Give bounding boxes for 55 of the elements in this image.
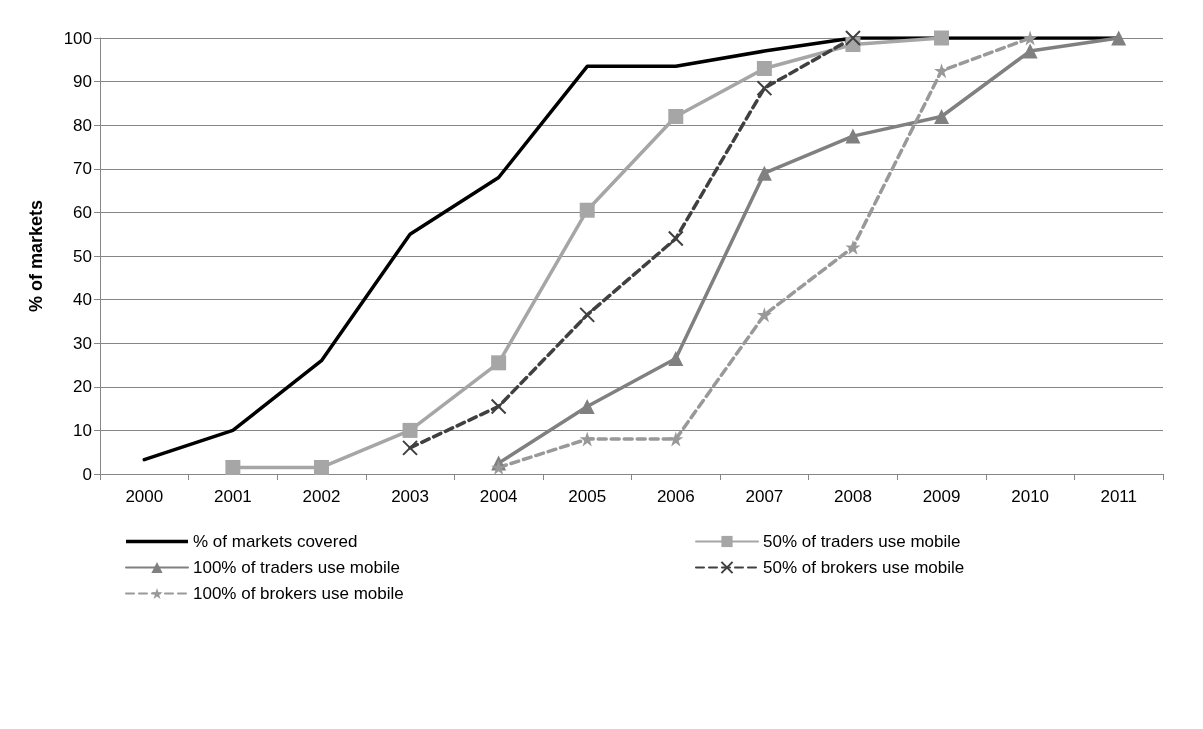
point [756,61,772,77]
point [668,431,684,447]
y-axis-title: % of markets [26,199,46,313]
x-tick-label: 2005 [568,487,607,506]
y-tick-label: 80 [73,115,92,135]
x-tick-label: 2001 [213,487,252,506]
point [756,80,773,97]
point [934,30,950,46]
point [756,165,772,181]
x-tick-label: 2008 [834,487,872,506]
x-tick-label: 2002 [302,487,341,506]
legend-label: 50% of traders use mobile [763,532,961,551]
point [225,459,241,475]
y-tick-label: 10 [73,420,92,440]
point [490,398,507,415]
y-tick-label: 90 [73,72,92,92]
legend-label: 100% of brokers use mobile [193,584,404,603]
point [667,230,684,247]
y-tick-label: 20 [73,377,92,397]
point [402,422,418,438]
y-tick-label: 60 [73,202,92,222]
y-tick-label: 70 [73,159,92,179]
point [579,202,595,218]
legend-label: 50% of brokers use mobile [763,558,965,577]
point [1111,30,1127,46]
x-tick-label: 2010 [1011,487,1050,506]
y-tick-label: 30 [73,333,92,353]
y-tick-label: 40 [73,290,92,310]
point [579,398,595,414]
x-tick-label: 2011 [1100,487,1137,506]
legend-label: 100% of traders use mobile [193,558,400,577]
point [668,350,684,366]
point [668,108,684,124]
x-tick-label: 2004 [479,487,518,506]
point [402,439,419,456]
y-tick-label: 0 [82,464,92,484]
point [1022,43,1038,59]
point [313,459,329,475]
point [844,30,861,46]
x-tick-label: 2000 [125,487,164,506]
y-tick-label: 100 [63,28,92,48]
x-tick-label: 2003 [391,487,429,506]
point [934,108,950,124]
point [845,128,861,144]
point [845,239,861,255]
point [1022,30,1038,46]
point [934,63,950,79]
x-tick-label: 2006 [656,487,695,506]
x-tick-label: 2009 [922,487,961,506]
point [579,431,595,447]
point [756,307,772,323]
y-tick-label: 50 [73,246,92,266]
point [491,355,507,371]
x-tick-label: 2007 [745,487,784,506]
legend-label: % of markets covered [193,532,358,551]
